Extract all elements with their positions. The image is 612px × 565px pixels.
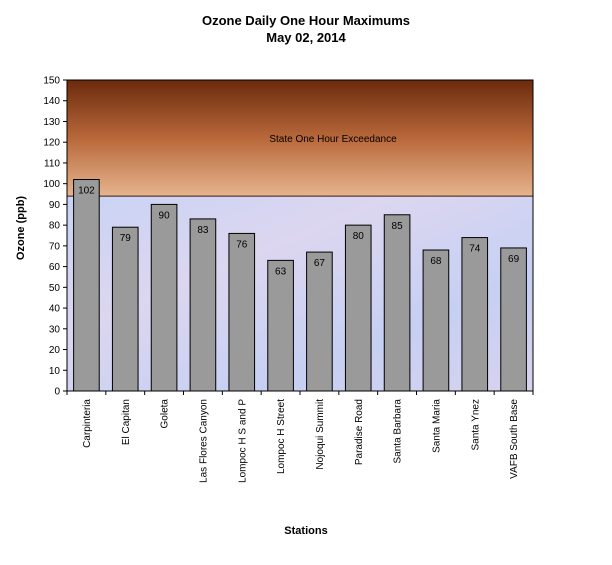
y-tick-label: 50 [49, 283, 61, 294]
exceedance-band [67, 80, 533, 197]
threshold-label: State One Hour Exceedance [269, 134, 397, 145]
data-label: 76 [236, 239, 248, 250]
x-tick-label: Santa Maria [431, 399, 442, 453]
x-tick-label: Santa Barbara [393, 399, 404, 464]
data-label: 90 [159, 210, 171, 221]
bar [344, 224, 372, 392]
x-tick-label: Goleta [160, 399, 171, 429]
x-tick-label: VAFB South Base [509, 399, 520, 479]
data-label: 63 [275, 266, 287, 277]
data-label: 85 [392, 221, 404, 232]
data-label: 68 [430, 256, 442, 267]
y-tick-label: 90 [49, 200, 61, 211]
y-tick-label: 60 [49, 262, 61, 273]
bar [111, 226, 139, 392]
x-axis-label: Stations [284, 525, 328, 537]
x-tick-label: Paradise Road [354, 399, 365, 465]
data-label: 79 [120, 233, 132, 244]
y-tick-label: 30 [49, 324, 61, 335]
y-tick-label: 130 [43, 117, 60, 128]
y-tick-label: 40 [49, 304, 61, 315]
x-tick-label: Lompoc H S and P [237, 399, 248, 483]
bar [422, 249, 450, 392]
x-tick-label: Nojoqui Summit [315, 399, 326, 470]
y-tick-label: 0 [54, 387, 60, 398]
bar [306, 251, 333, 392]
chart-title: Ozone Daily One Hour Maximums [201, 13, 411, 28]
y-tick-label: 100 [43, 179, 60, 190]
x-tick-label: Lompoc H Street [276, 399, 287, 474]
chart-subtitle: May 02, 2014 [266, 30, 346, 45]
data-label: 74 [469, 244, 481, 255]
bar [500, 247, 527, 392]
x-tick-label: Carpinteria [82, 399, 93, 448]
data-label: 67 [314, 258, 326, 269]
y-tick-label: 10 [49, 366, 61, 377]
data-label: 80 [353, 231, 365, 242]
normal-band [67, 196, 533, 391]
bar [267, 259, 294, 392]
y-tick-label: 140 [43, 96, 60, 107]
bar [189, 218, 217, 392]
bar [228, 232, 256, 392]
y-tick-label: 70 [49, 241, 61, 252]
bar [383, 214, 411, 392]
y-tick-label: 20 [49, 345, 61, 356]
x-tick-label: Las Flores Canyon [198, 399, 209, 483]
bar [461, 237, 489, 392]
bar [150, 203, 178, 392]
y-tick-label: 80 [49, 221, 61, 232]
y-tick-label: 110 [44, 158, 60, 169]
x-tick-label: El Capitan [121, 399, 132, 445]
y-tick-label: 120 [43, 138, 60, 149]
data-label: 102 [78, 186, 95, 197]
data-label: 83 [197, 225, 209, 236]
bar [73, 179, 100, 392]
y-tick-label: 150 [43, 76, 60, 87]
x-tick-label: Santa Ynez [470, 399, 481, 451]
data-label: 69 [508, 254, 520, 265]
